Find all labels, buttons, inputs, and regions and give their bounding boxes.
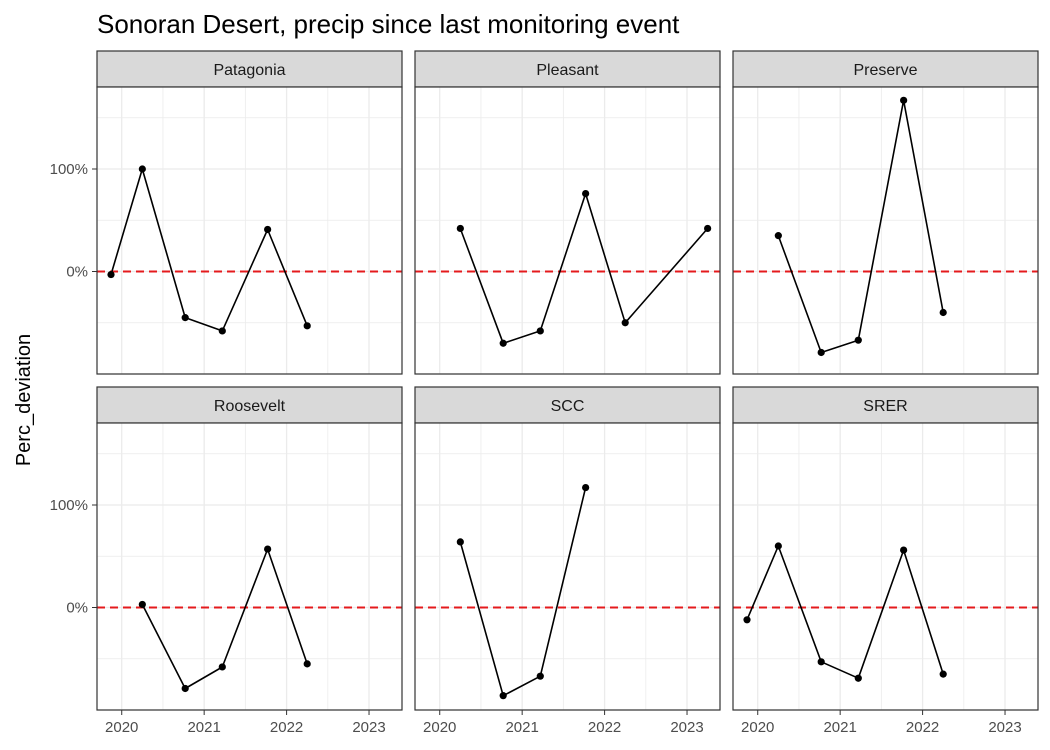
data-point (264, 545, 272, 553)
facet-strip-label: Pleasant (536, 62, 599, 79)
data-point (181, 314, 189, 322)
data-point (774, 542, 782, 550)
data-point (138, 600, 146, 609)
x-tick-label: 2021 (505, 719, 538, 736)
facet-strip (96, 50, 403, 88)
panel-background (97, 87, 402, 374)
series-line (459, 192, 709, 345)
panel-border (414, 422, 721, 711)
facet-strip (96, 386, 403, 424)
data-point (218, 663, 226, 671)
data-point (499, 339, 507, 347)
panel-background (733, 423, 1038, 710)
data-point (536, 672, 544, 680)
panel-border (732, 86, 1039, 375)
y-tick-label: 0% (66, 600, 88, 617)
panel-border (414, 86, 721, 375)
data-point (774, 232, 782, 240)
facet-roosevelt: Roosevelt 0% 100% 2020 2021 2022 2023 (50, 386, 403, 736)
x-tick-label: 2020 (105, 719, 138, 736)
x-tick-label: 2023 (670, 719, 703, 736)
y-tick-label: 100% (50, 161, 88, 178)
panel-background (97, 423, 402, 710)
y-tick-label: 100% (50, 497, 88, 514)
data-point (854, 674, 862, 682)
data-point (536, 327, 544, 335)
x-tick-label: 2023 (352, 719, 385, 736)
x-tick-label: 2023 (988, 719, 1021, 736)
data-point (499, 692, 507, 700)
data-point (939, 308, 947, 317)
data-point (743, 616, 751, 624)
data-point (218, 327, 226, 335)
panel-border (96, 86, 403, 375)
facet-scc: SCC 2020 2021 2022 2023 (414, 386, 721, 736)
panel-border (96, 422, 403, 711)
y-axis-title: Perc_deviation (13, 334, 35, 466)
data-point (939, 670, 947, 678)
data-point (181, 684, 189, 693)
x-tick-label: 2021 (187, 719, 220, 736)
x-tick-label: 2021 (823, 719, 856, 736)
data-point (900, 546, 908, 554)
data-point (456, 538, 464, 546)
data-point (582, 190, 590, 198)
panel-background (415, 423, 720, 710)
panel-background (733, 87, 1038, 374)
series-line (746, 545, 944, 680)
data-point (456, 224, 464, 233)
facet-strip-label: Patagonia (213, 62, 285, 79)
chart-title: Sonoran Desert, precip since last monito… (97, 9, 680, 39)
data-point (107, 270, 115, 279)
data-point (817, 348, 825, 357)
facet-strip-label: Roosevelt (214, 398, 286, 415)
data-point (704, 224, 712, 233)
data-point (264, 225, 272, 234)
x-tick-label: 2022 (270, 719, 303, 736)
data-point (138, 165, 146, 173)
facet-strip-label: Preserve (853, 62, 917, 79)
facet-strip (732, 50, 1039, 88)
facet-pleasant: Pleasant (414, 50, 721, 375)
data-point (303, 660, 311, 668)
facet-strip-label: SRER (863, 398, 907, 415)
facet-panels: Patagonia 0% 100% Pleasant Preserve Roosevelt… (50, 50, 1039, 736)
x-tick-label: 2022 (588, 719, 621, 736)
facet-patagonia: Patagonia 0% 100% (50, 50, 403, 375)
facet-strip-label: SCC (551, 398, 585, 415)
x-tick-label: 2020 (423, 719, 456, 736)
x-tick-label: 2020 (741, 719, 774, 736)
x-tick-label: 2022 (906, 719, 939, 736)
data-point (854, 336, 862, 344)
data-point (303, 322, 311, 330)
facet-strip (414, 386, 721, 424)
y-tick-label: 0% (66, 264, 88, 281)
facet-preserve: Preserve (732, 50, 1039, 375)
data-point (817, 658, 825, 666)
data-point (582, 483, 590, 492)
data-point (900, 96, 908, 104)
facet-srer: SRER 2020 2021 2022 2023 (732, 386, 1039, 736)
panel-background (415, 87, 720, 374)
series-line (459, 487, 587, 697)
series-line (110, 168, 308, 332)
panel-border (732, 422, 1039, 711)
data-point (621, 319, 629, 327)
